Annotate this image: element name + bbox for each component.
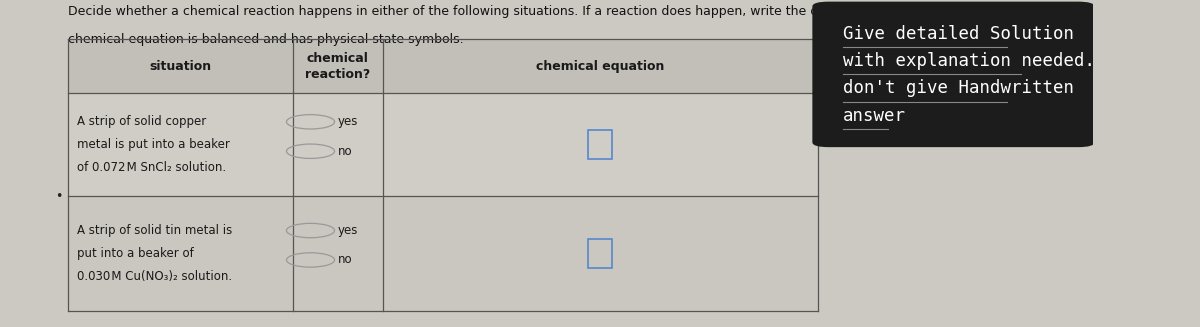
Text: put into a beaker of: put into a beaker of xyxy=(77,247,193,260)
Text: chemical equation: chemical equation xyxy=(536,60,665,73)
Text: yes: yes xyxy=(338,224,359,237)
Text: no: no xyxy=(338,145,353,158)
Text: with explanation needed.: with explanation needed. xyxy=(842,52,1094,70)
FancyBboxPatch shape xyxy=(67,93,818,196)
Text: A strip of solid tin metal is: A strip of solid tin metal is xyxy=(77,224,232,237)
Text: metal is put into a beaker: metal is put into a beaker xyxy=(77,138,229,151)
Text: 0.030 M Cu(NO₃)₂ solution.: 0.030 M Cu(NO₃)₂ solution. xyxy=(77,270,232,283)
Text: of 0.072 M SnCl₂ solution.: of 0.072 M SnCl₂ solution. xyxy=(77,161,226,174)
Text: chemical
reaction?: chemical reaction? xyxy=(305,52,371,81)
Text: A strip of solid copper: A strip of solid copper xyxy=(77,115,205,128)
Text: Give detailed Solution: Give detailed Solution xyxy=(842,25,1074,43)
FancyBboxPatch shape xyxy=(812,2,1094,147)
Text: no: no xyxy=(338,253,353,267)
Text: Decide whether a chemical reaction happens in either of the following situations: Decide whether a chemical reaction happe… xyxy=(67,5,1046,18)
Text: yes: yes xyxy=(338,115,359,128)
Text: don't give Handwritten: don't give Handwritten xyxy=(842,79,1074,97)
Text: chemical equation is balanced and has physical state symbols.: chemical equation is balanced and has ph… xyxy=(67,33,463,46)
Text: answer: answer xyxy=(842,107,906,125)
FancyBboxPatch shape xyxy=(67,39,818,311)
FancyBboxPatch shape xyxy=(67,196,818,311)
Text: situation: situation xyxy=(149,60,211,73)
FancyBboxPatch shape xyxy=(67,39,818,93)
Text: •: • xyxy=(55,190,62,203)
